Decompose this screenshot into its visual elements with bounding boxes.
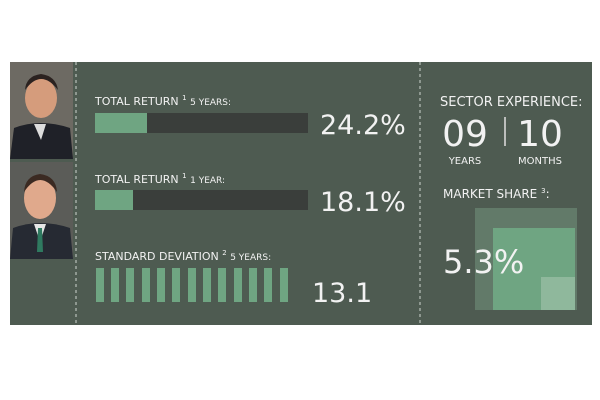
years-label: YEARS (448, 156, 482, 167)
market-title: MARKET SHARE 3: (443, 187, 550, 201)
metric-label: TOTAL RETURN 1 5 YEARS: (94, 90, 231, 108)
bar-fill (95, 190, 133, 210)
deviation-bars (96, 268, 288, 302)
market-value: 5.3% (443, 243, 524, 281)
metric-value: 13.1 (312, 278, 372, 309)
metric-value: 18.1% (320, 187, 406, 218)
metric-label: TOTAL RETURN 1 1 YEAR: (94, 168, 225, 186)
photo-bottom (10, 162, 73, 259)
months-label: MONTHS (518, 156, 562, 167)
bar-track (95, 113, 308, 133)
metric-value: 24.2% (320, 110, 406, 141)
years-value: 09 (442, 114, 488, 155)
months-value: 10 (517, 114, 563, 155)
sector-title: SECTOR EXPERIENCE: (440, 95, 583, 110)
metric-label: STANDARD DEVIATION 2 5 YEARS: (95, 245, 271, 263)
bar-fill (95, 113, 147, 133)
share-small (541, 277, 575, 310)
photo-top (10, 62, 73, 159)
bar-track (95, 190, 308, 210)
